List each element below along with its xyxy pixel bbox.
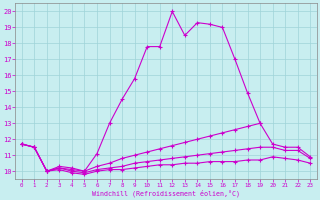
X-axis label: Windchill (Refroidissement éolien,°C): Windchill (Refroidissement éolien,°C) (92, 189, 240, 197)
